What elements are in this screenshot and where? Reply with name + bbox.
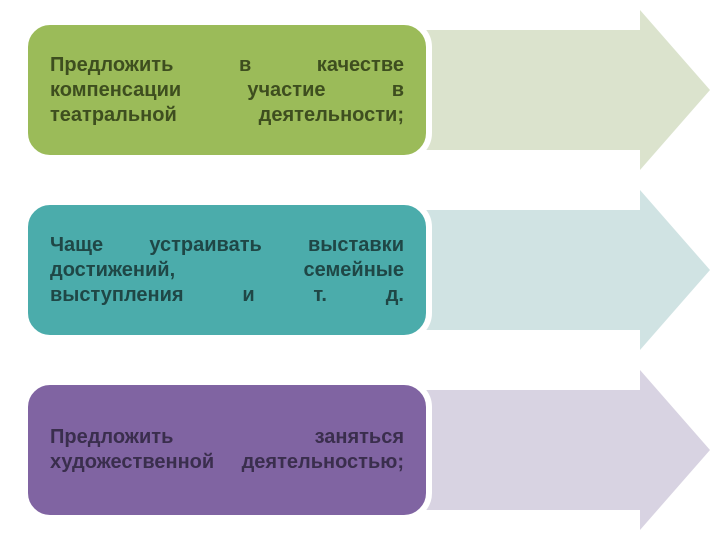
diagram-row: Предложить заняться художественной деяте… [0, 360, 720, 540]
info-card: Чаще устраивать выставки достижений, сем… [22, 199, 432, 341]
diagram-row: Чаще устраивать выставки достижений, сем… [0, 180, 720, 360]
arrow-head-icon [640, 10, 710, 170]
info-card: Предложить заняться художественной деяте… [22, 379, 432, 521]
arrow-head-icon [640, 190, 710, 350]
arrow-head-icon [640, 370, 710, 530]
info-card: Предложить в качестве компенсации участи… [22, 19, 432, 161]
diagram-canvas: Предложить в качестве компенсации участи… [0, 0, 720, 540]
card-text: Предложить заняться художественной деяте… [50, 425, 404, 475]
card-text: Чаще устраивать выставки достижений, сем… [50, 233, 404, 308]
diagram-row: Предложить в качестве компенсации участи… [0, 0, 720, 180]
card-text: Предложить в качестве компенсации участи… [50, 53, 404, 128]
